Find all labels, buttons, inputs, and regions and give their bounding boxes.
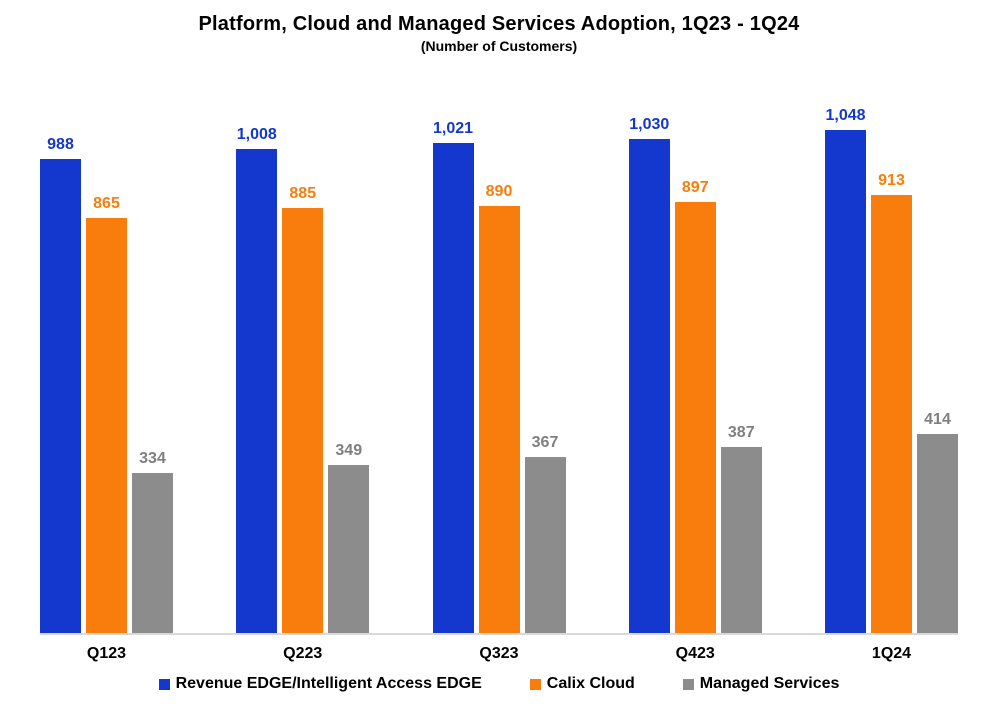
bar-managed-services-q423: 387: [720, 424, 762, 633]
bar-group-q223: 1,008 885 349: [236, 126, 370, 633]
bar-value-label: 334: [139, 450, 166, 467]
legend-swatch-icon: [529, 678, 541, 690]
bar-calix-cloud-1q24: 913: [871, 172, 912, 633]
bar-revenue-edge-intelligent-access-edge-q423: 1,030: [628, 116, 670, 633]
bar-value-label: 1,008: [236, 126, 277, 143]
bar-group-q323: 1,021 890 367: [432, 120, 566, 633]
bar-revenue-edge-intelligent-access-edge-q323: 1,021: [432, 120, 474, 633]
bar-revenue-edge-intelligent-access-edge-q223: 1,008: [236, 126, 278, 633]
legend-swatch-icon: [158, 678, 170, 690]
x-axis-label-q423: Q423: [675, 645, 715, 662]
bar-managed-services-q223: 349: [328, 442, 370, 633]
bar-value-label: 1,021: [432, 120, 474, 137]
x-axis-label-q323: Q323: [479, 645, 519, 662]
bar-revenue-edge-intelligent-access-edge-1q24: 1,048: [825, 107, 866, 633]
bar-value-label: 890: [485, 183, 513, 200]
legend-item-managed-services: Managed Services: [682, 675, 840, 693]
x-axis-label-q123: Q123: [86, 645, 127, 662]
bar-group-q423: 1,030 897 387: [628, 116, 762, 633]
legend-label: Calix Cloud: [546, 675, 635, 692]
chart-subtitle: (Number of Customers): [420, 38, 578, 54]
bar-value-label: 349: [335, 442, 363, 459]
bar-value-label: 1,030: [629, 116, 670, 133]
bar-value-label: 414: [924, 411, 951, 428]
legend-label: Managed Services: [699, 675, 840, 692]
bar-value-label: 387: [727, 424, 755, 441]
x-axis-label-q223: Q223: [283, 645, 323, 662]
bar-managed-services-1q24: 414: [917, 411, 958, 633]
bar-managed-services-q123: 334: [132, 450, 173, 633]
legend-item-revenue-edge-intelligent-access-edge: Revenue EDGE/Intelligent Access EDGE: [158, 675, 482, 693]
bar-group-q123: 988 865 334: [40, 136, 173, 633]
legend-label: Revenue EDGE/Intelligent Access EDGE: [175, 675, 482, 692]
chart-title: Platform, Cloud and Managed Services Ado…: [198, 13, 800, 35]
bar-value-label: 367: [531, 434, 559, 451]
bar-value-label: 897: [681, 179, 709, 196]
legend-item-calix-cloud: Calix Cloud: [529, 675, 635, 693]
bar-revenue-edge-intelligent-access-edge-q123: 988: [40, 136, 81, 633]
bar-value-label: 1,048: [825, 107, 866, 124]
bar-managed-services-q323: 367: [524, 434, 566, 633]
x-axis-label-1q24: 1Q24: [871, 645, 912, 662]
bar-value-label: 988: [47, 136, 74, 153]
legend-swatch-icon: [682, 678, 694, 690]
bar-value-label: 913: [878, 172, 905, 189]
legend: Revenue EDGE/Intelligent Access EDGE Cali…: [0, 675, 998, 693]
bar-calix-cloud-q123: 865: [86, 195, 127, 633]
bar-calix-cloud-q423: 897: [674, 179, 716, 633]
bar-group-1q24: 1,048 913 414: [825, 107, 958, 633]
bar-calix-cloud-q323: 890: [478, 183, 520, 633]
x-axis: Q123 Q223 Q323 Q423 1Q24: [40, 635, 958, 663]
bar-value-label: 865: [93, 195, 120, 212]
bar-calix-cloud-q223: 885: [282, 185, 324, 633]
plot-area: 988 865 334 1,008 885 349 1,021 890 367 1,030 897 3…: [40, 85, 958, 635]
bar-value-label: 885: [289, 185, 317, 202]
